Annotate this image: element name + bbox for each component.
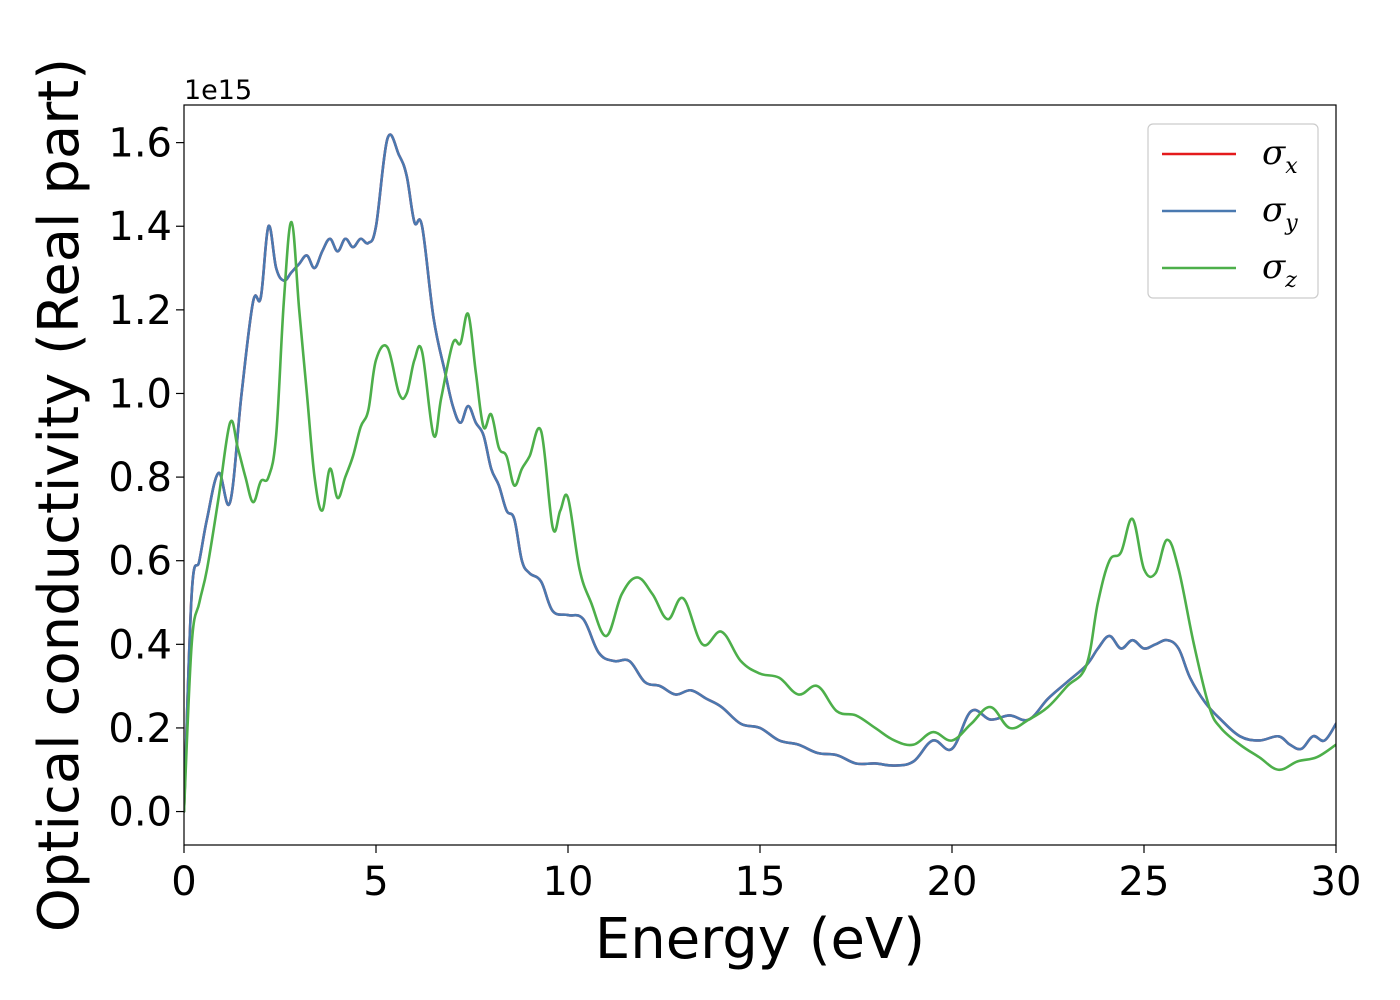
y-tick-label: 0.4 <box>108 622 172 668</box>
x-tick-label: 5 <box>363 859 388 905</box>
x-tick-label: 20 <box>927 859 978 905</box>
y-tick-label: 0.0 <box>108 790 172 836</box>
series-layer <box>184 133 1336 813</box>
legend: σx σy σz <box>1147 123 1319 299</box>
y-tick-label: 1.2 <box>108 288 172 334</box>
legend-label-x: σx <box>1262 133 1298 179</box>
x-tick-label: 10 <box>543 859 594 905</box>
legend-label-z: σz <box>1262 247 1297 293</box>
y-tick-label: 1.4 <box>108 204 172 250</box>
x-tick-label: 30 <box>1311 859 1362 905</box>
y-tick-label: 1.6 <box>108 121 172 167</box>
y-tick-label: 0.8 <box>108 455 172 501</box>
x-axis-title: Energy (eV) <box>595 907 925 972</box>
legend-label-y: σy <box>1262 190 1298 236</box>
series-line-y <box>184 133 1336 813</box>
series-line-z <box>184 220 1336 813</box>
x-tick-label: 0 <box>171 859 196 905</box>
y-tick-label: 1.0 <box>108 371 172 417</box>
y-offset-label: 1e15 <box>184 75 252 106</box>
x-tick-label: 25 <box>1119 859 1170 905</box>
x-tick-label: 15 <box>735 859 786 905</box>
y-tick-label: 0.2 <box>108 706 172 752</box>
y-tick-label: 0.6 <box>108 539 172 585</box>
y-axis-title: Optical conductivity (Real part) <box>27 58 92 932</box>
axes-layer: 0 5 10 15 20 25 30 0.0 0.2 0.4 0.6 0.8 1.0 1.2 1.4 1.6 1… <box>27 58 1361 972</box>
